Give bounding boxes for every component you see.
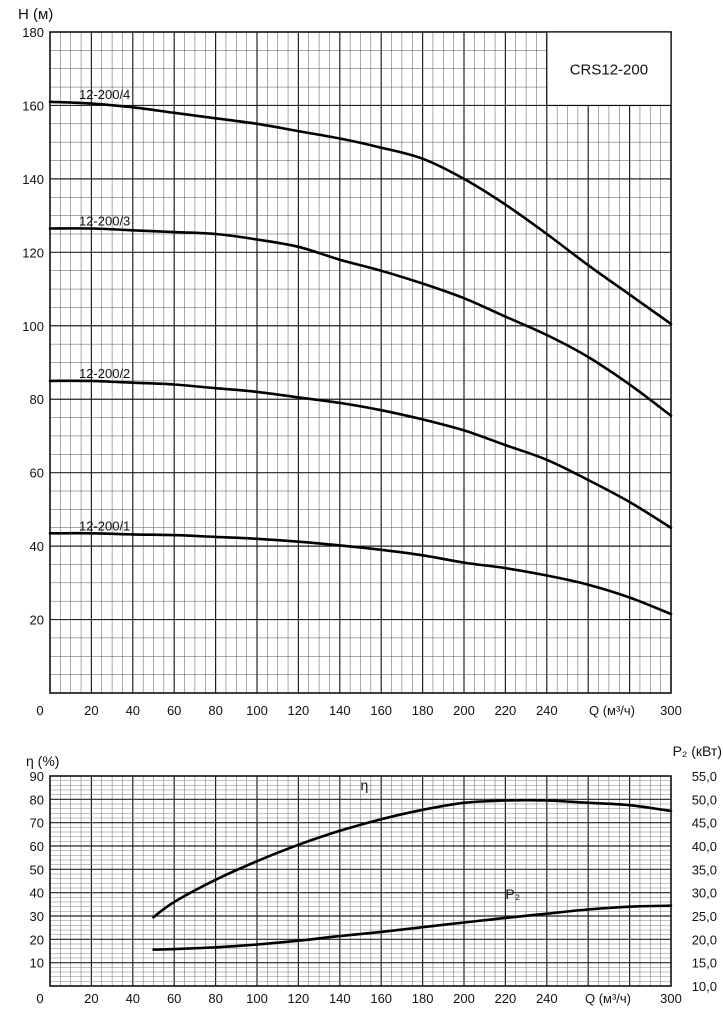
head-x-axis-title: Q (м³/ч) (589, 703, 635, 718)
head-x-tick-label: 60 (167, 703, 181, 718)
head-curve-label-4: 12-200/1 (79, 518, 130, 533)
head-y-tick-label: 20 (30, 613, 44, 628)
efficiency-chart-grid (49, 775, 672, 987)
power-y-tick-label: 15,0 (692, 956, 717, 971)
head-curve-4 (48, 531, 673, 616)
efficiency-chart-text: η P₂ η (%) P₂ (кВт) 10 20 30 40 50 60 70 80 90 10,0 15… (26, 743, 722, 1006)
head-x-tick-label: 240 (536, 703, 558, 718)
head-curve-1 (48, 100, 673, 326)
head-chart-text: CRS12-200 12-200/4 12-200/3 12-200/2 12-200/… (18, 6, 682, 718)
power-y-tick-label: 25,0 (692, 909, 717, 924)
head-chart-grid (49, 31, 672, 694)
efficiency-x-tick-label: 80 (208, 991, 222, 1006)
power-axis-title: P₂ (кВт) (673, 743, 722, 759)
efficiency-x-tick-label: 0 (36, 991, 43, 1006)
power-y-tick-label: 35,0 (692, 862, 717, 877)
efficiency-y-tick-label: 10 (30, 956, 44, 971)
head-x-tick-label: 80 (208, 703, 222, 718)
efficiency-x-tick-label: 140 (329, 991, 351, 1006)
efficiency-x-tick-label: 200 (453, 991, 475, 1006)
head-curve-label-2: 12-200/3 (79, 213, 130, 228)
power-y-tick-label: 40,0 (692, 839, 717, 854)
head-y-tick-label: 40 (30, 539, 44, 554)
efficiency-x-tick-label: 180 (412, 991, 434, 1006)
efficiency-y-tick-label: 90 (30, 769, 44, 784)
head-x-tick-label: 220 (495, 703, 517, 718)
efficiency-x-tick-label: 120 (288, 991, 310, 1006)
head-y-tick-label: 60 (30, 466, 44, 481)
head-y-tick-label: 120 (22, 245, 44, 260)
efficiency-y-tick-label: 20 (30, 932, 44, 947)
power-y-tick-label: 45,0 (692, 816, 717, 831)
head-x-tick-label: 160 (370, 703, 392, 718)
power-y-tick-label: 20,0 (692, 932, 717, 947)
head-curve-2 (48, 227, 673, 417)
head-x-tick-label: 300 (660, 703, 682, 718)
power-y-tick-label: 30,0 (692, 886, 717, 901)
head-axis-title: H (м) (18, 6, 53, 23)
power-y-tick-label: 50,0 (692, 792, 717, 807)
efficiency-x-tick-label: 100 (246, 991, 268, 1006)
efficiency-x-tick-label: 300 (660, 991, 682, 1006)
efficiency-x-tick-label: 20 (84, 991, 98, 1006)
power-y-tick-label: 10,0 (692, 979, 717, 994)
head-x-tick-label: 20 (84, 703, 98, 718)
efficiency-x-tick-label: 220 (495, 991, 517, 1006)
head-x-tick-label: 140 (329, 703, 351, 718)
head-x-tick-label: 120 (288, 703, 310, 718)
head-plot-frame (49, 31, 672, 694)
efficiency-y-tick-label: 40 (30, 886, 44, 901)
head-y-tick-label: 180 (22, 25, 44, 40)
efficiency-y-tick-label: 80 (30, 792, 44, 807)
efficiency-curve-label: η (361, 777, 369, 793)
power-y-tick-label: 55,0 (692, 769, 717, 784)
head-y-tick-label: 160 (22, 98, 44, 113)
efficiency-y-tick-label: 50 (30, 862, 44, 877)
efficiency-y-tick-label: 70 (30, 816, 44, 831)
efficiency-plot-frame (49, 775, 672, 987)
efficiency-curve (152, 798, 673, 919)
efficiency-x-tick-label: 40 (126, 991, 140, 1006)
power-curve (152, 904, 673, 951)
model-title-box (546, 31, 672, 107)
model-title: CRS12-200 (570, 62, 648, 79)
head-y-tick-label: 80 (30, 392, 44, 407)
power-curve-label: P₂ (505, 886, 520, 902)
head-x-tick-label: 0 (36, 703, 43, 718)
efficiency-axis-title: η (%) (26, 753, 59, 769)
efficiency-x-axis-title: Q (м³/ч) (585, 991, 631, 1006)
head-curve-label-1: 12-200/4 (79, 87, 130, 102)
head-curve-label-3: 12-200/2 (79, 366, 130, 381)
efficiency-chart-series (152, 798, 673, 951)
head-y-tick-label: 100 (22, 319, 44, 334)
head-x-tick-label: 180 (412, 703, 434, 718)
efficiency-x-tick-label: 160 (370, 991, 392, 1006)
head-x-tick-label: 200 (453, 703, 475, 718)
efficiency-x-tick-label: 60 (167, 991, 181, 1006)
head-curve-3 (48, 379, 673, 530)
head-x-tick-label: 100 (246, 703, 268, 718)
efficiency-y-tick-label: 60 (30, 839, 44, 854)
efficiency-x-tick-label: 240 (536, 991, 558, 1006)
head-y-tick-label: 140 (22, 172, 44, 187)
head-x-tick-label: 40 (126, 703, 140, 718)
head-chart-series (48, 100, 673, 616)
efficiency-y-tick-label: 30 (30, 909, 44, 924)
